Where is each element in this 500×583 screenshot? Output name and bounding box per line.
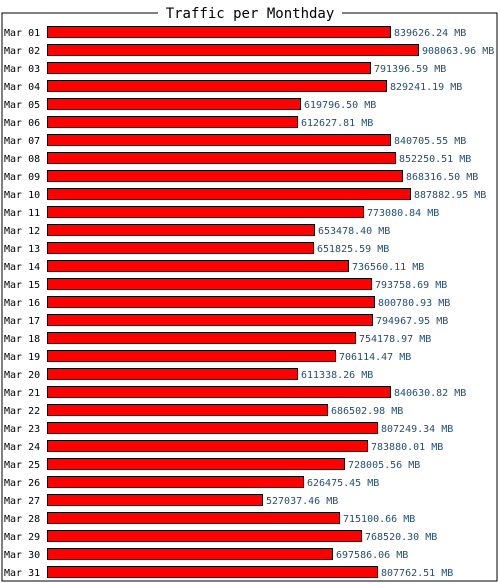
value-label: 852250.51 MB [399,154,471,165]
value-label: 840630.82 MB [394,388,466,399]
value-label: 697586.06 MB [336,550,408,561]
category-label: Mar 28 [4,514,40,525]
category-label: Mar 05 [4,100,40,111]
category-label: Mar 24 [4,442,40,453]
traffic-bar [47,296,375,308]
category-label: Mar 07 [4,136,40,147]
traffic-bar [47,170,403,182]
traffic-bar [47,314,373,326]
traffic-bar [47,98,301,110]
value-label: 527037.46 MB [266,496,338,507]
traffic-bar [47,80,387,92]
category-label: Mar 06 [4,118,40,129]
value-label: 651825.59 MB [317,244,389,255]
value-label: 686502.98 MB [331,406,403,417]
traffic-bar [47,62,371,74]
traffic-bar [47,530,362,542]
traffic-bar [47,440,368,452]
value-label: 619796.50 MB [304,100,376,111]
traffic-bar [47,224,315,236]
traffic-bar [47,368,298,380]
traffic-bar [47,44,419,56]
traffic-bar [47,242,314,254]
traffic-bar [47,134,391,146]
category-label: Mar 31 [4,568,40,579]
value-label: 807249.34 MB [381,424,453,435]
value-label: 807762.51 MB [381,568,453,579]
chart-title: Traffic per Monthday [166,6,335,22]
value-label: 908063.96 MB [422,46,494,57]
category-label: Mar 27 [4,496,40,507]
value-label: 728005.56 MB [348,460,420,471]
traffic-bar [47,116,298,128]
traffic-bar [47,350,336,362]
value-label: 793758.69 MB [375,280,447,291]
category-label: Mar 16 [4,298,40,309]
traffic-bar [47,26,391,38]
value-label: 736560.11 MB [352,262,424,273]
traffic-bar [47,422,378,434]
value-label: 715100.66 MB [343,514,415,525]
value-label: 706114.47 MB [339,352,411,363]
traffic-bar [47,386,391,398]
traffic-bar [47,206,364,218]
category-label: Mar 03 [4,64,40,75]
traffic-bar [47,260,349,272]
traffic-bar [47,404,328,416]
category-label: Mar 25 [4,460,40,471]
traffic-bar [47,152,396,164]
traffic-bar [47,494,263,506]
value-label: 611338.26 MB [301,370,373,381]
category-label: Mar 30 [4,550,40,561]
category-label: Mar 20 [4,370,40,381]
traffic-bar [47,332,356,344]
category-label: Mar 10 [4,190,40,201]
traffic-bar [47,548,333,560]
traffic-bar [47,566,378,578]
chart-title-background [158,4,342,22]
category-label: Mar 23 [4,424,40,435]
value-label: 653478.40 MB [318,226,390,237]
value-label: 868316.50 MB [406,172,478,183]
value-label: 626475.45 MB [307,478,379,489]
category-label: Mar 12 [4,226,40,237]
category-label: Mar 14 [4,262,40,273]
traffic-bar [47,512,340,524]
value-label: 829241.19 MB [390,82,462,93]
traffic-bar [47,458,345,470]
category-label: Mar 13 [4,244,40,255]
value-label: 887882.95 MB [414,190,486,201]
category-label: Mar 29 [4,532,40,543]
bar-rows: Mar 01 839626.24 MB Mar 02 908063.96 MB Mar … [4,26,494,579]
category-label: Mar 26 [4,478,40,489]
value-label: 800780.93 MB [378,298,450,309]
category-label: Mar 15 [4,280,40,291]
category-label: Mar 19 [4,352,40,363]
value-label: 839626.24 MB [394,28,466,39]
category-label: Mar 18 [4,334,40,345]
traffic-bar [47,278,372,290]
category-label: Mar 02 [4,46,40,57]
category-label: Mar 17 [4,316,40,327]
value-label: 794967.95 MB [376,316,448,327]
traffic-bar [47,476,304,488]
traffic-bar [47,188,411,200]
category-label: Mar 01 [4,28,40,39]
category-label: Mar 11 [4,208,40,219]
category-label: Mar 04 [4,82,40,93]
category-label: Mar 22 [4,406,40,417]
value-label: 840705.55 MB [394,136,466,147]
value-label: 773080.84 MB [367,208,439,219]
category-label: Mar 09 [4,172,40,183]
category-label: Mar 21 [4,388,40,399]
value-label: 612627.81 MB [301,118,373,129]
value-label: 791396.59 MB [374,64,446,75]
value-label: 783880.01 MB [371,442,443,453]
value-label: 754178.97 MB [359,334,431,345]
value-label: 768520.30 MB [365,532,437,543]
category-label: Mar 08 [4,154,40,165]
